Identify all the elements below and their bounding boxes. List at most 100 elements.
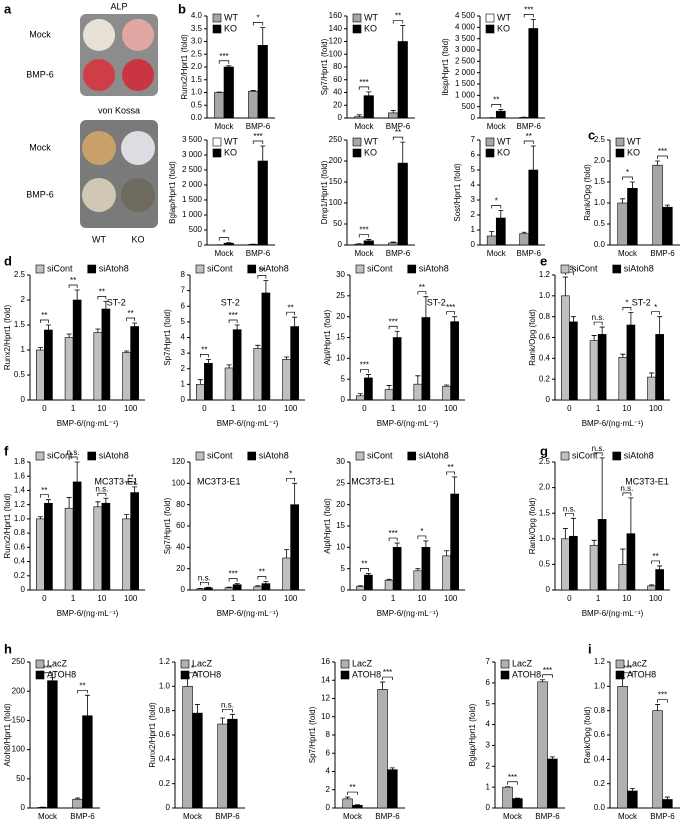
- legend-swatch: [195, 451, 205, 461]
- significance-label: **: [259, 267, 265, 276]
- significance-bracket: [565, 271, 574, 276]
- bar: [354, 116, 365, 119]
- significance-label: **: [493, 95, 499, 104]
- y-tick-label: 1.0: [539, 291, 551, 300]
- legend-swatch: [560, 451, 570, 461]
- significance-label: **: [395, 128, 401, 137]
- bar: [290, 504, 299, 591]
- significance-bracket: [657, 155, 668, 159]
- y-axis-label: Rank/Opg (fold): [583, 164, 592, 221]
- legend-swatch: [407, 451, 417, 461]
- bar: [597, 519, 607, 591]
- y-tick-label: 5: [341, 374, 346, 383]
- panel-a: ALP Mock BMP-6 von Kossa Mock BMP-6 WT K…: [26, 1, 158, 244]
- significance-bracket: [200, 354, 209, 358]
- y-tick-label: 3.0: [191, 37, 203, 46]
- y-tick-label: 0: [546, 585, 551, 594]
- y-tick-label: 0.5: [14, 370, 26, 379]
- y-tick-label: 0.0: [594, 803, 606, 812]
- significance-bracket: [222, 708, 233, 713]
- bar: [502, 786, 513, 809]
- bar: [227, 718, 238, 809]
- error-bar: [628, 312, 634, 325]
- y-tick-label: 20: [176, 564, 185, 573]
- legend-label: KO: [364, 23, 377, 33]
- x-tick-label: BMP-6: [246, 249, 271, 258]
- significance-label: ***: [359, 78, 368, 87]
- significance-bracket: [286, 477, 295, 482]
- legend-swatch: [340, 659, 350, 669]
- bar: [261, 583, 271, 591]
- bar: [192, 712, 203, 809]
- y-tick-label: 1.6: [14, 471, 26, 480]
- legend-swatch: [355, 451, 365, 461]
- y-tick-label: 1.5: [594, 177, 606, 186]
- significance-bracket: [97, 492, 107, 497]
- legend-swatch: [35, 264, 45, 274]
- error-bar: [620, 548, 626, 565]
- y-tick-label: 1.2: [14, 500, 26, 509]
- y-tick-label: 3: [181, 348, 186, 357]
- y-axis-label: Ibsp/Hprt1 (fold): [441, 38, 450, 96]
- bar: [122, 518, 131, 591]
- significance-bracket: [228, 578, 238, 582]
- error-bar: [452, 316, 458, 322]
- error-bar: [521, 231, 527, 234]
- y-tick-label: 10: [336, 542, 345, 551]
- error-bar: [226, 586, 232, 588]
- bar: [421, 547, 431, 591]
- significance-label: ***: [359, 226, 368, 235]
- x-tick-label: 10: [257, 594, 266, 603]
- y-tick-label: 4.0: [191, 11, 203, 20]
- y-tick-label: 0: [338, 240, 343, 249]
- error-bar: [194, 704, 200, 714]
- legend-label: siCont: [47, 263, 73, 273]
- error-bar: [380, 681, 386, 690]
- error-bar: [356, 114, 362, 117]
- legend-label: WT: [224, 12, 238, 22]
- bar: [495, 217, 506, 246]
- legend-label: KO: [364, 147, 377, 157]
- y-tick-label: 160: [329, 11, 343, 20]
- column-label: WT: [92, 234, 106, 244]
- y-tick-label: 1 500: [182, 195, 203, 204]
- error-bar: [489, 231, 495, 236]
- legend-label: LacZ: [192, 658, 213, 668]
- significance-label: **: [349, 783, 355, 792]
- error-bar: [657, 565, 663, 570]
- error-bar: [66, 333, 72, 338]
- legend-label: WT: [364, 12, 378, 22]
- significance-label: **: [361, 559, 367, 568]
- bar: [101, 502, 111, 591]
- y-tick-label: 0.0: [594, 240, 606, 249]
- error-bar: [562, 528, 568, 539]
- y-tick-label: 2.5: [594, 135, 606, 144]
- x-tick-label: Mock: [183, 812, 203, 821]
- y-tick-label: 120: [329, 37, 343, 46]
- y-tick-label: 0.4: [14, 557, 26, 566]
- y-tick-label: 1.0: [191, 88, 203, 97]
- bar: [232, 329, 242, 401]
- bar: [122, 352, 131, 401]
- significance-label: *: [256, 14, 259, 23]
- significance-bracket: [40, 494, 49, 498]
- y-tick-label: 3 500: [182, 135, 203, 144]
- significance-bracket: [392, 136, 404, 141]
- legend-swatch: [352, 137, 362, 147]
- legend-label: WT: [224, 136, 238, 146]
- bar: [36, 349, 45, 401]
- error-bar: [226, 364, 232, 368]
- x-tick-label: 100: [649, 594, 663, 603]
- bar: [72, 299, 82, 401]
- significance-label: **: [70, 276, 76, 285]
- y-axis-label: Rank/Opg (fold): [583, 706, 592, 763]
- significance-bracket: [257, 576, 267, 580]
- significance-label: *: [495, 197, 498, 206]
- y-tick-label: 1.5: [191, 75, 203, 84]
- x-tick-label: 100: [124, 404, 138, 413]
- y-tick-label: 150: [12, 716, 26, 725]
- x-tick-label: 10: [417, 404, 426, 413]
- panel-label: c: [588, 127, 595, 142]
- error-bar: [95, 328, 101, 333]
- x-tick-label: 1: [391, 404, 396, 413]
